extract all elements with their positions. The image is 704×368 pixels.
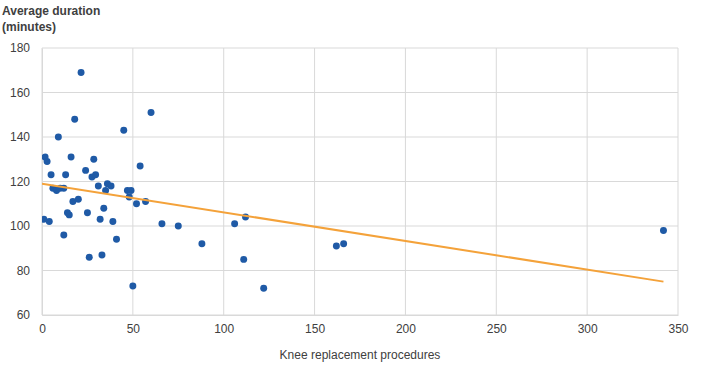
tick: 180 [10, 41, 42, 55]
tick: 120 [10, 175, 42, 189]
tick-label: 50 [127, 322, 141, 336]
point [660, 227, 667, 234]
grid [42, 48, 678, 315]
point [98, 251, 105, 258]
point [95, 182, 102, 189]
grid-line-x [405, 48, 406, 315]
point [60, 231, 67, 238]
grid-line-x [223, 48, 224, 315]
point [108, 182, 115, 189]
point [84, 209, 91, 216]
point [129, 283, 136, 290]
point [120, 127, 127, 134]
tick: 350 [668, 315, 688, 336]
marks [42, 69, 667, 292]
trend-line [42, 184, 663, 282]
point [44, 158, 51, 165]
grid-line-x [678, 48, 679, 315]
grid-line-x [42, 48, 43, 315]
tick: 0 [39, 315, 46, 336]
point [137, 162, 144, 169]
y-axis-title-line: (minutes) [2, 20, 56, 34]
grid-line-y [42, 137, 678, 138]
grid-line-y [42, 92, 678, 93]
tick-label: 160 [10, 86, 30, 100]
point [78, 69, 85, 76]
tick-label: 0 [39, 322, 46, 336]
grid-line-x [496, 48, 497, 315]
point [260, 285, 267, 292]
tick-label: 200 [396, 322, 416, 336]
y-axis: 60 80 100 120 140 160 180 [10, 41, 43, 322]
point [128, 187, 135, 194]
tick-label: 250 [487, 322, 507, 336]
point [340, 240, 347, 247]
tick-label: 300 [578, 322, 598, 336]
point [158, 220, 165, 227]
point [92, 171, 99, 178]
point [175, 223, 182, 230]
tick-label: 100 [10, 219, 30, 233]
point [148, 109, 155, 116]
tick: 100 [10, 219, 42, 233]
point [109, 218, 116, 225]
y-axis-title: Average duration (minutes) [2, 4, 100, 34]
tick-label: 150 [305, 322, 325, 336]
point [86, 254, 93, 261]
point [66, 211, 73, 218]
point [198, 240, 205, 247]
plot: 0 50 100 150 200 250 300 350 60 80 100 120 140 160 180 [10, 41, 689, 335]
point [113, 236, 120, 243]
point [46, 218, 53, 225]
x-axis-title: Knee replacement procedures [280, 348, 441, 362]
point [133, 200, 140, 207]
point [71, 116, 78, 123]
grid-line-x [314, 48, 315, 315]
tick-label: 180 [10, 41, 30, 55]
point [48, 171, 55, 178]
tick: 250 [487, 315, 507, 336]
tick: 300 [578, 315, 598, 336]
tick: 80 [17, 264, 42, 278]
tick: 200 [396, 315, 416, 336]
grid-line-y [42, 226, 678, 227]
tick-label: 80 [17, 264, 31, 278]
y-axis-title-line: Average duration [2, 4, 100, 18]
grid-line-x [587, 48, 588, 315]
tick-label: 140 [10, 130, 30, 144]
tick: 100 [214, 315, 234, 336]
tick: 150 [305, 315, 325, 336]
point [75, 196, 82, 203]
point [240, 256, 247, 263]
point [90, 156, 97, 163]
chart: 0 50 100 150 200 250 300 350 60 80 100 120 140 160 180… [0, 0, 704, 368]
point [100, 205, 107, 212]
grid-line-y [42, 48, 678, 49]
axis-line [43, 315, 679, 316]
grid-line-x [132, 48, 133, 315]
grid-line-y [42, 181, 678, 182]
grid-line-y [42, 270, 678, 271]
axis-line [42, 49, 43, 316]
tick: 60 [17, 308, 42, 322]
tick: 50 [127, 315, 141, 336]
tick: 160 [10, 86, 42, 100]
tick-label: 350 [668, 322, 688, 336]
grid-line-y [42, 315, 678, 316]
point [231, 220, 238, 227]
tick: 140 [10, 130, 42, 144]
point [62, 171, 69, 178]
tick-label: 100 [214, 322, 234, 336]
point [97, 216, 104, 223]
x-axis: 0 50 100 150 200 250 300 350 [39, 315, 689, 336]
tick-label: 60 [17, 308, 31, 322]
point [68, 154, 75, 161]
tick-label: 120 [10, 175, 30, 189]
point [82, 167, 89, 174]
point [55, 134, 62, 141]
point [333, 243, 340, 250]
